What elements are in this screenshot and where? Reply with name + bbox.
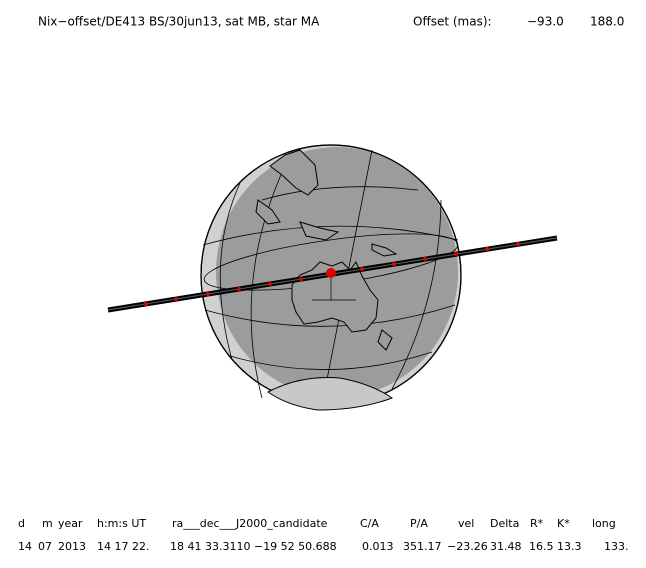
- offset-value: −93.0: [527, 15, 564, 29]
- table-cell: 0.013: [362, 540, 394, 553]
- column-header: year: [58, 517, 83, 530]
- offset-value: 188.0: [590, 15, 624, 29]
- column-header: m: [42, 517, 53, 530]
- offset-label: Offset (mas):: [413, 15, 492, 29]
- column-header: long: [592, 517, 616, 530]
- column-header: C/A: [360, 517, 379, 530]
- table-cell: 13.3: [557, 540, 582, 553]
- table-row: 14 07 2013 14 17 22. 18 41 33.3110 −19 5…: [18, 540, 629, 553]
- column-header: ra___dec___J2000_candidate: [172, 517, 328, 530]
- column-header: d: [18, 517, 25, 530]
- table-cell: 16.5: [529, 540, 554, 553]
- column-header: K*: [557, 517, 570, 530]
- column-header: Delta: [490, 517, 519, 530]
- table-cell: 14 17 22.: [97, 540, 149, 553]
- column-header: P/A: [410, 517, 428, 530]
- column-header: vel: [458, 517, 474, 530]
- map-title: Nix−offset/DE413 BS/30jun13, sat MB, sta…: [38, 15, 320, 29]
- column-header: h:m:s UT: [97, 517, 146, 530]
- table-cell: 18 41 33.3110 −19 52 50.688: [170, 540, 337, 553]
- table-cell: 133.: [604, 540, 629, 553]
- occultation-track: [107, 235, 558, 313]
- table-cell: 14: [18, 540, 32, 553]
- table-cell: 351.17: [403, 540, 442, 553]
- table-header: d m year h:m:s UT ra___dec___J2000_candi…: [18, 517, 616, 530]
- table-cell: 2013: [58, 540, 86, 553]
- table-cell: 07: [38, 540, 52, 553]
- table-cell: 31.48: [490, 540, 522, 553]
- table-cell: −23.26: [447, 540, 488, 553]
- column-header: R*: [530, 517, 544, 530]
